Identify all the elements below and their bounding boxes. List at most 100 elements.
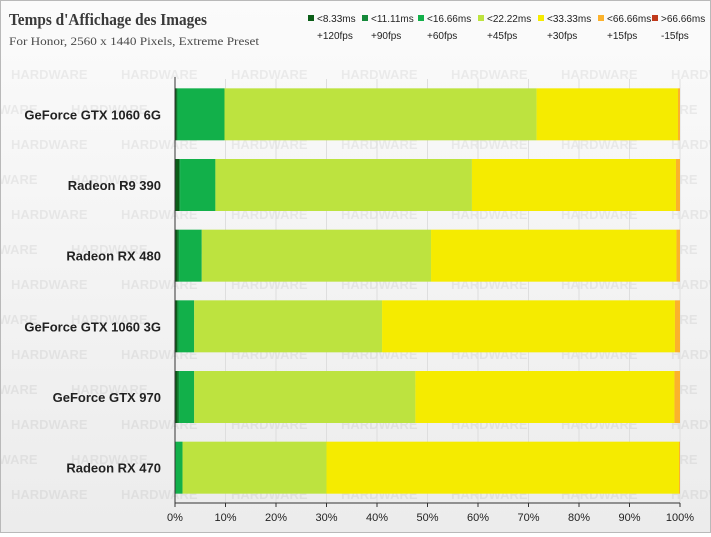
axes-layer: 0% 10% 20% 30% 40% 50% 60% 70% 80% 90% 100% [167,77,694,524]
bar-segment [182,441,327,494]
bar-segment [177,300,179,353]
watermark-text: HARDWARE [671,277,710,292]
legend-label-line2: +90fps [371,31,401,42]
legend-label-line1: <22.22ms [487,14,531,25]
legend-label-line1: <33.33ms [547,14,591,25]
bar-segment [175,229,178,282]
watermark-text: HARDWARE [231,137,308,152]
watermark-text: HARDWARE [11,137,88,152]
watermark-text: HARDWARE [11,207,88,222]
chart-title: Temps d'Affichage des Images [9,10,207,29]
bar-segment [175,441,183,494]
legend-label-line2: +45fps [487,31,517,42]
bar-segment [175,300,178,353]
bar-segment [415,371,675,423]
legend-swatch [478,15,484,21]
x-tick-label: 30% [315,512,337,524]
bar-segment [179,229,202,282]
watermark-text: HARDWARE [1,312,38,327]
legend-label-line1: >66.66ms [661,14,705,25]
bar-segment [674,371,680,423]
bar-segment [179,371,195,423]
watermark-text: HARDWARE [71,452,148,467]
watermark-text: HARDWARE [71,102,148,117]
watermark-text: HARDWARE [451,137,528,152]
watermark-text: HARDWARE [1,452,38,467]
chart-subtitle: For Honor, 2560 x 1440 Pixels, Extreme P… [9,34,260,48]
watermark-text: HARDWARE [11,417,88,432]
watermark-text: HARDWARE [11,487,88,502]
watermark-text: HARDWARE [341,67,418,82]
x-tick-label: 0% [167,512,183,524]
watermark-text: HARDWARE [1,172,38,187]
x-tick-label: 100% [666,512,694,524]
watermark-text: HARDWARE [71,382,148,397]
category-label: Radeon RX 480 [66,249,161,264]
category-label: GeForce GTX 1060 3G [24,319,161,334]
bar-segment [675,159,680,211]
bar-segment [471,159,676,211]
bar-segment [179,159,181,211]
x-tick-label: 70% [517,512,539,524]
watermark-text: HARDWARE [561,67,638,82]
bar-segment [326,441,679,494]
x-tick-label: 80% [568,512,590,524]
legend-label-line2: +120fps [317,31,353,42]
watermark-text: HARDWARE [121,137,198,152]
legend-swatch [538,15,544,21]
watermark-text: HARDWARE [671,137,710,152]
bar-segment [177,371,180,423]
watermark-text: HARDWARE [1,242,38,257]
x-tick-label: 90% [618,512,640,524]
watermark-text: HARDWARE [71,172,148,187]
bar-segment [674,300,680,353]
legend-label-line1: <66.66ms [607,14,651,25]
watermark-text: HARDWARE [121,67,198,82]
bar-segment [676,229,680,282]
legend: <8.33ms +120fps <11.11ms +90fps <16.66ms +60f… [308,14,705,42]
legend-swatch [598,15,604,21]
bar-segment [178,300,195,353]
bar-segment [536,88,678,141]
watermark-text: HARDWARE [71,242,148,257]
legend-swatch [652,15,658,21]
bar-segment [677,88,680,141]
legend-swatch [308,15,314,21]
bar-segment [175,159,180,211]
watermark-text: HARDWARE [1,382,38,397]
category-label: Radeon R9 390 [68,178,161,193]
watermark-text: HARDWARE [11,67,88,82]
legend-label-line1: <11.11ms [371,14,414,25]
watermark-text: HARDWARE [71,312,148,327]
legend-label-line2: +15fps [607,31,637,42]
watermark-text: HARDWARE [671,67,710,82]
category-label: GeForce GTX 970 [53,390,161,405]
watermark-text: HARDWARE [671,417,710,432]
bar-segment [431,229,677,282]
x-tick-label: 50% [416,512,438,524]
x-tick-label: 10% [214,512,236,524]
bars-layer: GeForce GTX 1060 6G Radeon R9 390 Radeon R… [24,88,680,494]
bar-segment [175,88,177,141]
bar-segment [177,88,225,141]
legend-label-line2: -15fps [661,31,689,42]
bar-segment [201,229,432,282]
watermark-text: HARDWARE [341,137,418,152]
legend-swatch [418,15,424,21]
legend-swatch [362,15,368,21]
watermark-text: HARDWARE [11,347,88,362]
watermark-text: HARDWARE [11,277,88,292]
bar-segment [224,88,537,141]
bar-segment [175,371,178,423]
bar-segment [194,300,383,353]
bar-segment [177,229,180,282]
x-tick-label: 20% [265,512,287,524]
legend-label-line2: +30fps [547,31,577,42]
bar-segment [176,88,178,141]
watermark-text: HARDWARE [561,137,638,152]
bar-segment [382,300,675,353]
watermark-text: HARDWARE [451,67,528,82]
watermark-text: HARDWARE [671,347,710,362]
